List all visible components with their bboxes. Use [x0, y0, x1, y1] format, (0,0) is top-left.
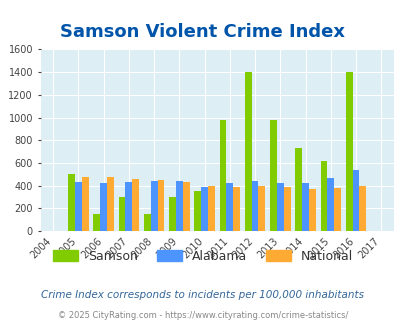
- Bar: [201, 187, 207, 231]
- Bar: [125, 182, 132, 231]
- Bar: [182, 182, 189, 231]
- Bar: [251, 181, 258, 231]
- Bar: [175, 181, 182, 231]
- Text: Crime Index corresponds to incidents per 100,000 inhabitants: Crime Index corresponds to incidents per…: [41, 290, 364, 300]
- Bar: [283, 187, 290, 231]
- Bar: [276, 183, 283, 231]
- Bar: [226, 183, 232, 231]
- Bar: [294, 148, 301, 231]
- Text: © 2025 CityRating.com - https://www.cityrating.com/crime-statistics/: © 2025 CityRating.com - https://www.city…: [58, 311, 347, 320]
- Bar: [308, 189, 315, 231]
- Bar: [358, 185, 365, 231]
- Bar: [345, 72, 352, 231]
- Bar: [352, 170, 358, 231]
- Bar: [269, 120, 276, 231]
- Bar: [219, 120, 226, 231]
- Bar: [301, 183, 308, 231]
- Bar: [169, 197, 175, 231]
- Bar: [326, 178, 333, 231]
- Legend: Samson, Alabama, National: Samson, Alabama, National: [48, 245, 357, 268]
- Text: Samson Violent Crime Index: Samson Violent Crime Index: [60, 23, 345, 41]
- Bar: [320, 161, 326, 231]
- Bar: [143, 214, 150, 231]
- Bar: [75, 182, 82, 231]
- Bar: [100, 183, 107, 231]
- Bar: [93, 214, 100, 231]
- Bar: [68, 174, 75, 231]
- Bar: [194, 191, 201, 231]
- Bar: [333, 188, 340, 231]
- Bar: [157, 180, 164, 231]
- Bar: [232, 187, 239, 231]
- Bar: [118, 197, 125, 231]
- Bar: [82, 177, 88, 231]
- Bar: [150, 181, 157, 231]
- Bar: [107, 177, 114, 231]
- Bar: [207, 185, 214, 231]
- Bar: [258, 186, 264, 231]
- Bar: [244, 72, 251, 231]
- Bar: [132, 180, 139, 231]
